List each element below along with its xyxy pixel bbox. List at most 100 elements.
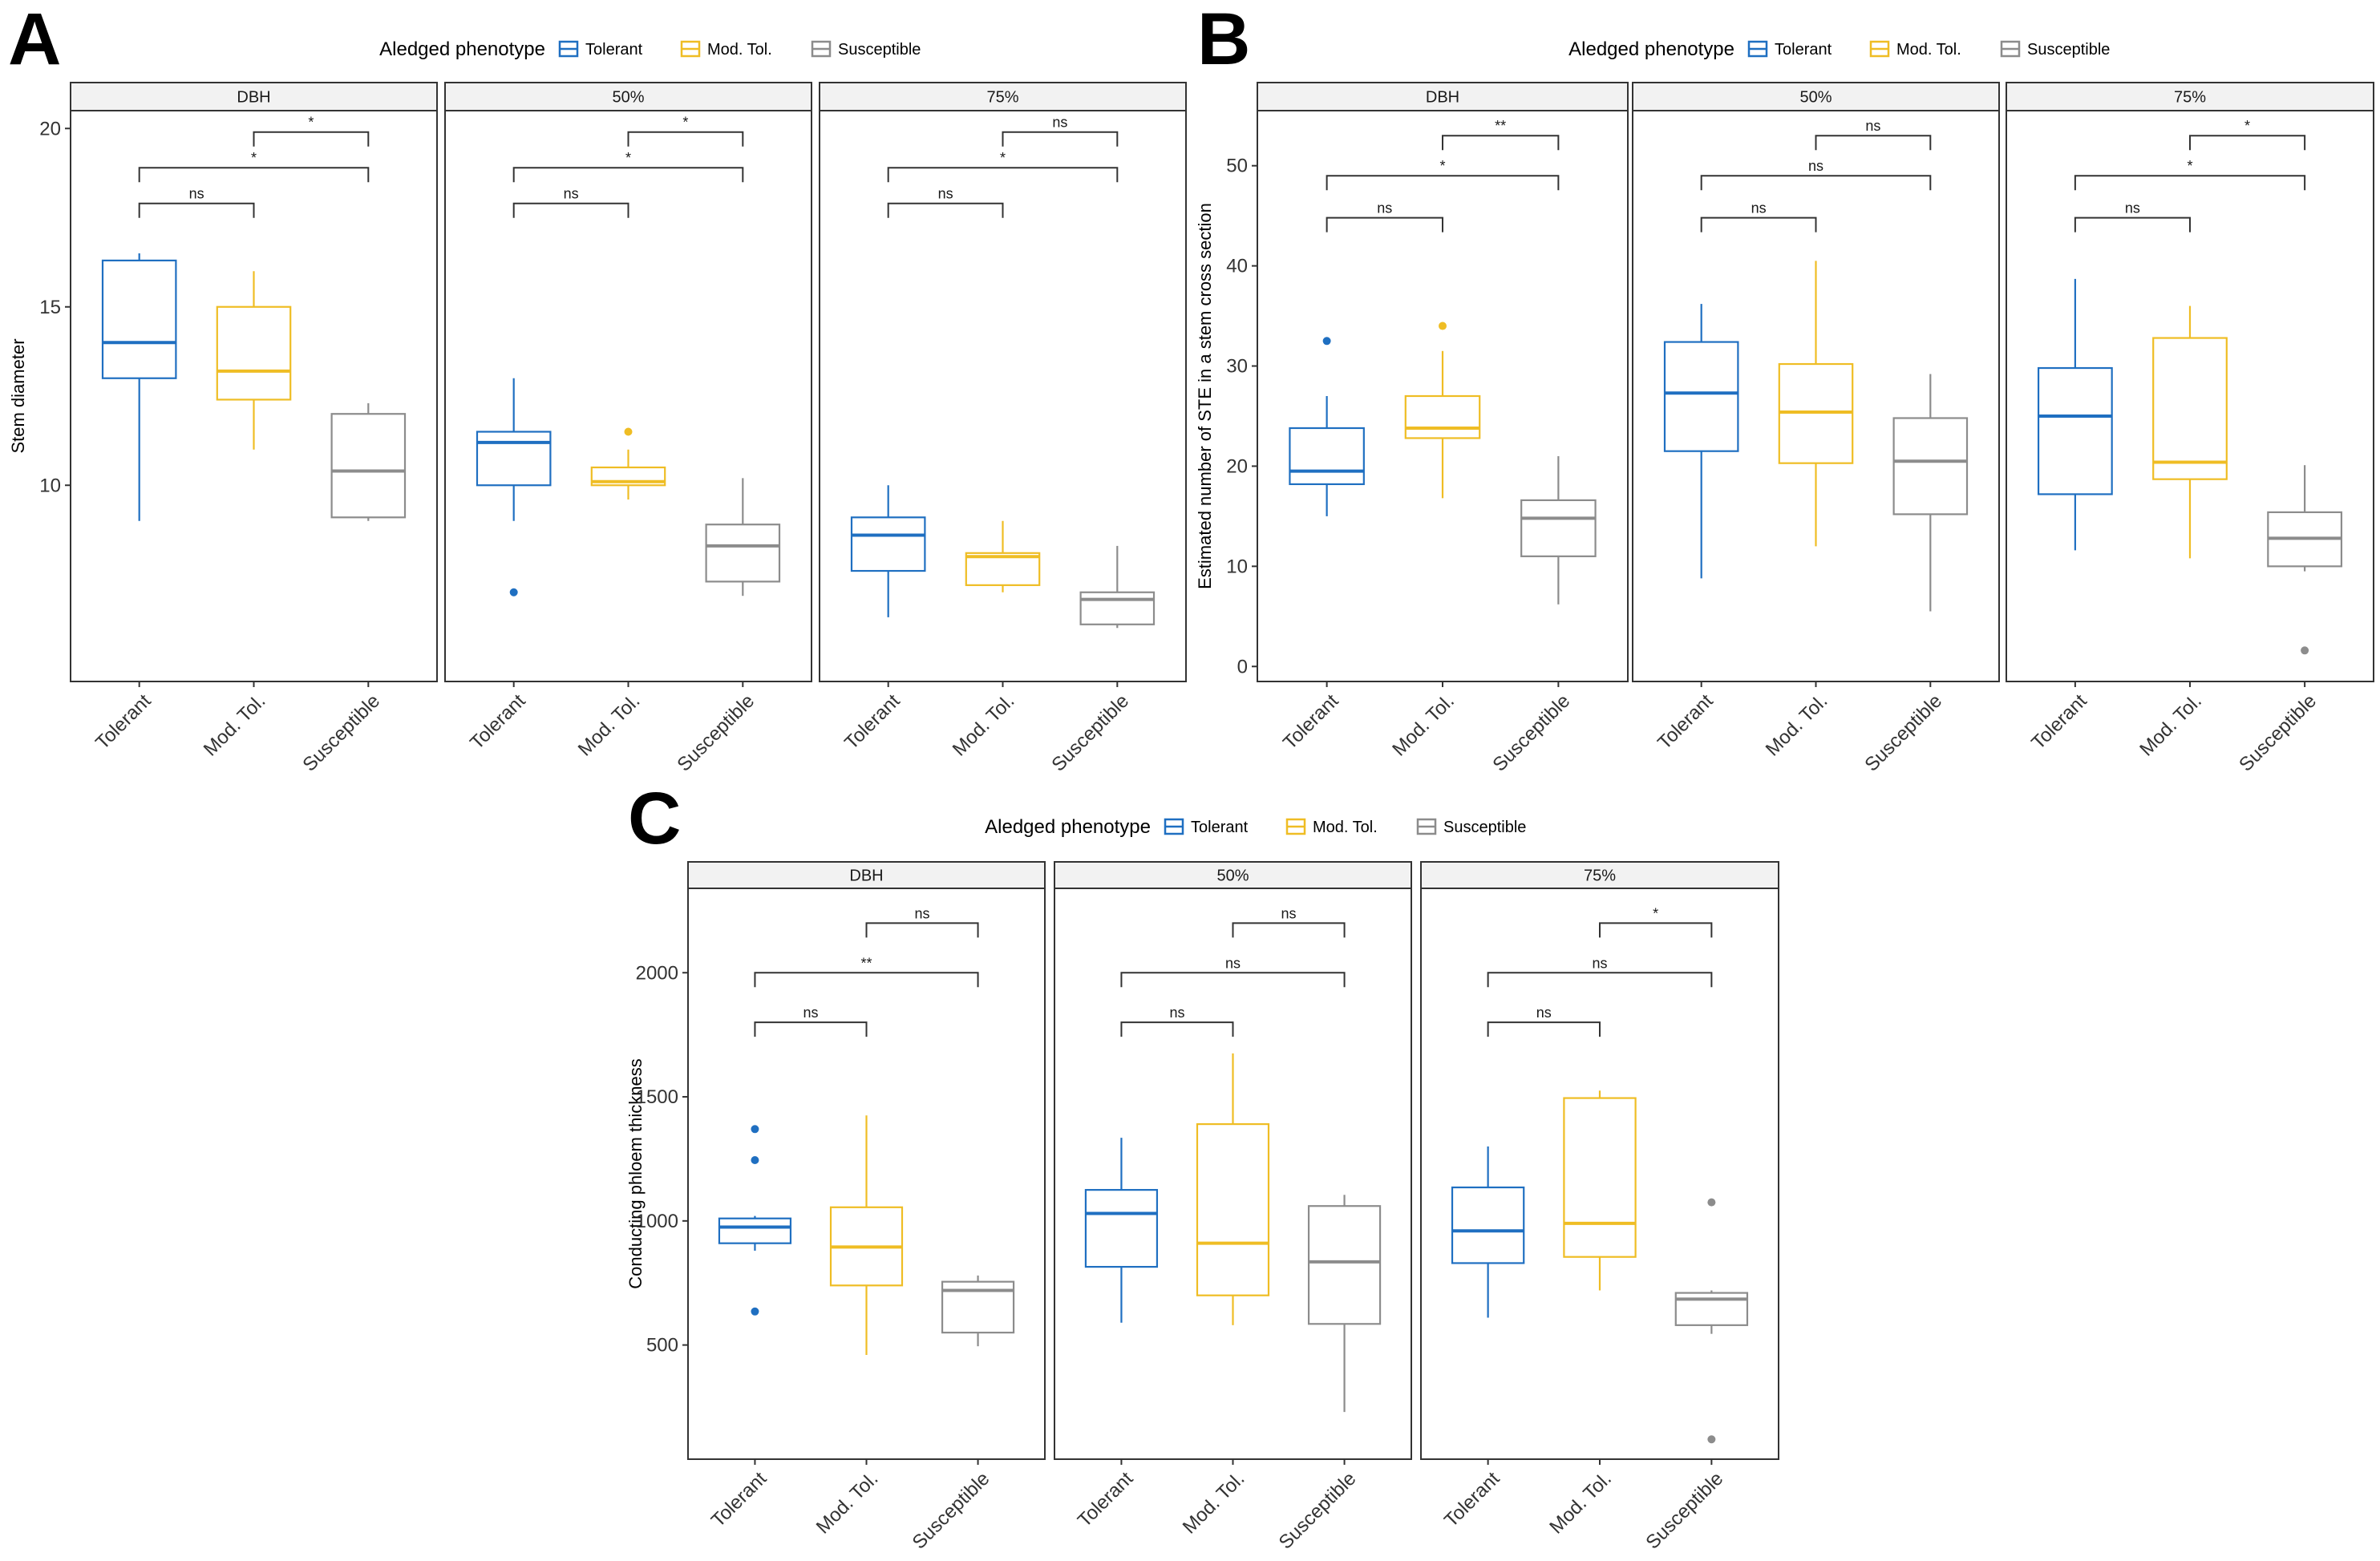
- x-tick-label: Susceptible: [1047, 690, 1133, 776]
- legend-key-susceptible: Susceptible: [811, 40, 921, 59]
- box-mod-tol: [965, 520, 1041, 592]
- x-tick-label: Mod. Tol.: [1545, 1468, 1616, 1539]
- x-tick-label: Susceptible: [1488, 690, 1574, 776]
- legend-key-tolerant: Tolerant: [1164, 818, 1249, 836]
- bracket-label: *: [251, 150, 257, 166]
- facet-strip-label: 50%: [1799, 89, 1832, 107]
- box-tolerant: [101, 253, 177, 521]
- facet-strip-label: 50%: [1216, 867, 1249, 885]
- legend: Aledged phenotype Tolerant Mod. Tol. Suscep…: [379, 38, 921, 60]
- bracket-line: [1700, 175, 1932, 191]
- outlier-point: [2301, 646, 2309, 655]
- significance-bracket: ns: [1120, 1005, 1234, 1037]
- bracket-label: ns: [915, 905, 930, 921]
- bracket-line: [1487, 1021, 1601, 1037]
- panel-a: A Aledged phenotype Tolerant Mod. Tol. Susce…: [8, 0, 1187, 776]
- x-tick-label: Susceptible: [2235, 690, 2321, 776]
- x-tick-label: Mod. Tol.: [1179, 1468, 1249, 1539]
- significance-bracket: *: [2189, 118, 2306, 151]
- x-tick-label: Tolerant: [1653, 690, 1718, 754]
- y-tick-label: 20: [39, 118, 61, 140]
- panel-letter: C: [628, 778, 681, 859]
- bracket-label: *: [682, 115, 688, 131]
- facet-strip-label: 75%: [986, 89, 1018, 107]
- legend: Aledged phenotype Tolerant Mod. Tol. Suscep…: [985, 816, 1526, 838]
- box-iqr: [1404, 394, 1481, 439]
- legend-label: Susceptible: [838, 41, 921, 59]
- box-iqr: [850, 516, 926, 572]
- bracket-line: [1326, 175, 1560, 191]
- box-mod-tol: [1563, 1090, 1637, 1291]
- bracket-label: ns: [1865, 118, 1880, 134]
- bracket-line: [138, 167, 370, 183]
- facet-strip: [444, 82, 812, 111]
- bracket-line: [1700, 216, 1817, 233]
- box-tolerant: [1663, 304, 1739, 579]
- box-susceptible: [330, 402, 407, 521]
- bracket-label: ns: [803, 1005, 818, 1021]
- box-tolerant: [718, 1125, 792, 1316]
- outlier-point: [1707, 1198, 1716, 1207]
- box-susceptible: [2267, 465, 2343, 655]
- bracket-line: [2189, 135, 2306, 151]
- y-tick-label: 2000: [636, 962, 678, 984]
- bracket-line: [2074, 175, 2306, 191]
- legend-title: Aledged phenotype: [985, 816, 1151, 838]
- panel-c: C Aledged phenotype Tolerant Mod. Tol. Susce…: [625, 778, 1779, 1554]
- legend-title: Aledged phenotype: [379, 38, 545, 60]
- significance-bracket: *: [138, 150, 370, 183]
- box-iqr: [2037, 366, 2113, 495]
- facet-frame: [444, 110, 812, 682]
- box-iqr: [705, 524, 781, 583]
- significance-bracket: *: [1326, 158, 1560, 191]
- x-tick-label: Mod. Tol.: [949, 690, 1019, 761]
- legend-label: Tolerant: [585, 41, 643, 59]
- facet-strip-label: DBH: [849, 867, 883, 885]
- legend-key-tolerant: Tolerant: [1747, 40, 1832, 59]
- facet-50pct: 50% ns * * Tolerant Mod. Tol. Susceptible: [444, 82, 812, 776]
- box-iqr: [1892, 417, 1969, 516]
- outlier-point: [751, 1125, 759, 1134]
- significance-bracket: *: [1599, 905, 1713, 938]
- box-tolerant: [2037, 278, 2113, 551]
- x-tick-label: Mod. Tol.: [1762, 690, 1832, 761]
- bracket-label: ns: [1592, 955, 1607, 971]
- significance-bracket: ns: [1232, 905, 1346, 938]
- legend-label: Susceptible: [2027, 41, 2110, 59]
- box-mod-tol: [1404, 322, 1481, 499]
- box-iqr: [718, 1217, 792, 1244]
- box-mod-tol: [2152, 305, 2228, 559]
- legend: Aledged phenotype Tolerant Mod. Tol. Suscep…: [1568, 38, 2110, 60]
- box-iqr: [1196, 1122, 1270, 1296]
- significance-bracket: ns: [138, 186, 255, 218]
- box-iqr: [1084, 1189, 1159, 1268]
- x-tick-label: Tolerant: [707, 1468, 771, 1532]
- bracket-label: *: [2244, 118, 2250, 134]
- box-susceptible: [705, 478, 781, 596]
- x-tick-label: Susceptible: [909, 1468, 994, 1554]
- y-tick-label: 10: [39, 475, 61, 496]
- bracket-label: ns: [564, 186, 579, 202]
- facet-75pct: 75% ns * ns Tolerant Mod. Tol. Susceptible: [819, 82, 1187, 776]
- significance-bracket: *: [2074, 158, 2306, 191]
- bracket-line: [754, 1021, 868, 1037]
- box-mod-tol: [1778, 261, 1854, 547]
- x-tick-label: Susceptible: [1275, 1468, 1361, 1554]
- outlier-point: [509, 588, 518, 596]
- significance-bracket: ns: [512, 186, 629, 218]
- facet-strip: [1257, 82, 1629, 111]
- bracket-line: [754, 972, 979, 988]
- box-iqr: [476, 431, 552, 487]
- panel-letter: B: [1197, 0, 1250, 80]
- bracket-line: [1002, 131, 1119, 147]
- outlier-point: [751, 1307, 759, 1316]
- box-tolerant: [850, 485, 926, 617]
- bracket-line: [1232, 922, 1346, 938]
- legend-label: Mod. Tol.: [1896, 41, 1961, 59]
- y-tick-label: 0: [1237, 656, 1248, 677]
- bracket-label: ns: [938, 186, 953, 202]
- y-axis-label: Conducting phloem thickness: [625, 1058, 646, 1288]
- bracket-label: ns: [189, 186, 204, 202]
